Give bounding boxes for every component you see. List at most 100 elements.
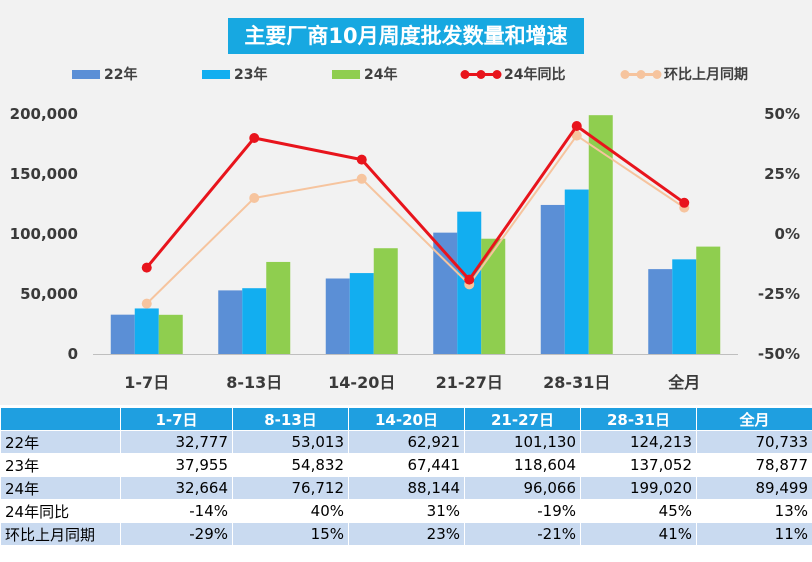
table-row: 23年 37,955 54,832 67,441 118,604 137,052 78,87… xyxy=(0,453,812,477)
bar-22年 xyxy=(540,204,565,354)
point-环比上月同期 xyxy=(571,130,582,141)
legend-marker-24年同比 xyxy=(476,70,486,79)
y-left-tick-label: 200,000 xyxy=(10,105,78,123)
table-row-label: 22年 xyxy=(0,430,121,454)
table-cell: 32,777 xyxy=(120,430,233,454)
table-cell: 137,052 xyxy=(580,453,697,477)
y-right-tick-label: 25% xyxy=(764,165,800,183)
point-24年同比 xyxy=(356,154,367,165)
x-tick-label: 全月 xyxy=(667,373,700,392)
table-cell: -29% xyxy=(120,522,233,546)
bar-22年 xyxy=(218,290,243,354)
x-tick-label: 28-31日 xyxy=(543,373,610,392)
table-cell: 53,013 xyxy=(232,430,349,454)
legend-label: 22年 xyxy=(104,66,137,83)
y-right-tick-label: -50% xyxy=(758,345,800,363)
table-cell: 45% xyxy=(580,499,697,523)
table-cell: 41% xyxy=(580,522,697,546)
table-cell: 89,499 xyxy=(696,476,812,500)
legend-label: 环比上月同期 xyxy=(664,66,748,83)
table-cell: 32,664 xyxy=(120,476,233,500)
table-header-row: 1-7日 8-13日 14-20日 21-27日 28-31日 全月 xyxy=(0,407,812,431)
table-header-cell: 全月 xyxy=(696,407,812,431)
legend-swatch-24年 xyxy=(332,70,360,79)
legend-marker-环比上月同期 xyxy=(652,70,662,79)
table-corner-cell xyxy=(0,407,121,431)
bar-23年 xyxy=(672,259,697,354)
point-24年同比 xyxy=(249,133,260,143)
y-right-tick-label: -25% xyxy=(758,285,800,303)
table-cell: 76,712 xyxy=(232,476,349,500)
legend-label: 24年 xyxy=(364,66,397,83)
x-tick-label: 1-7日 xyxy=(124,373,169,392)
table-row-label: 24年同比 xyxy=(0,499,121,523)
x-tick-label: 21-27日 xyxy=(436,373,503,392)
legend-marker-24年同比 xyxy=(492,70,502,79)
table-cell: -21% xyxy=(464,522,581,546)
bar-23年 xyxy=(349,273,374,354)
table-row-label: 23年 xyxy=(0,453,121,477)
table-header-cell: 14-20日 xyxy=(348,407,465,431)
table-cell: 13% xyxy=(696,499,812,523)
table-cell: 118,604 xyxy=(464,453,581,477)
point-24年同比 xyxy=(141,262,152,273)
y-right-tick-label: 50% xyxy=(764,105,800,123)
table-cell: 11% xyxy=(696,522,812,546)
table-cell: 62,921 xyxy=(348,430,465,454)
point-24年同比 xyxy=(464,274,475,285)
table-cell: 101,130 xyxy=(464,430,581,454)
x-tick-label: 8-13日 xyxy=(226,373,282,392)
bar-24年 xyxy=(588,115,613,355)
point-环比上月同期 xyxy=(249,193,260,203)
legend-marker-24年同比 xyxy=(460,70,470,79)
y-left-tick-label: 150,000 xyxy=(10,165,78,183)
bar-22年 xyxy=(325,278,350,354)
table-row-label: 环比上月同期 xyxy=(0,522,121,546)
table-header-cell: 8-13日 xyxy=(232,407,349,431)
bar-22年 xyxy=(110,314,135,354)
table-cell: 70,733 xyxy=(696,430,812,454)
y-left-tick-label: 0 xyxy=(68,345,78,363)
bar-24年 xyxy=(266,261,291,354)
bar-24年 xyxy=(373,248,398,354)
table-cell: 54,832 xyxy=(232,453,349,477)
table-cell: 88,144 xyxy=(348,476,465,500)
x-tick-label: 14-20日 xyxy=(328,373,395,392)
table-header-cell: 21-27日 xyxy=(464,407,581,431)
table-row: 22年 32,777 53,013 62,921 101,130 124,213 70,73… xyxy=(0,430,812,454)
table-row: 24年同比 -14% 40% 31% -19% 45% 13% xyxy=(0,499,812,523)
point-环比上月同期 xyxy=(356,173,367,184)
table-cell: 96,066 xyxy=(464,476,581,500)
line-环比上月同期 xyxy=(146,134,685,305)
table-row: 24年 32,664 76,712 88,144 96,066 199,020 89,499 xyxy=(0,476,812,500)
table-cell: 31% xyxy=(348,499,465,523)
legend-label: 23年 xyxy=(234,66,267,83)
chart-canvas: 0 50,000 100,000 150,000 200,000 -50% -25% 0% 25… xyxy=(10,66,800,392)
table-header-cell: 28-31日 xyxy=(580,407,697,431)
legend-marker-环比上月同期 xyxy=(620,70,630,79)
point-24年同比 xyxy=(571,121,582,131)
bar-24年 xyxy=(696,246,721,354)
table-cell: 37,955 xyxy=(120,453,233,477)
legend-label: 24年同比 xyxy=(504,66,565,83)
point-24年同比 xyxy=(679,197,690,208)
table-cell: 40% xyxy=(232,499,349,523)
data-table: 1-7日 8-13日 14-20日 21-27日 28-31日 全月 22年 32,777 5… xyxy=(0,407,812,546)
bar-23年 xyxy=(564,189,589,354)
chart-area: 0 50,000 100,000 150,000 200,000 -50% -25% 0% 25… xyxy=(0,0,812,405)
line-24年同比 xyxy=(145,123,686,283)
table-cell: 78,877 xyxy=(696,453,812,477)
table-cell: 15% xyxy=(232,522,349,546)
table-cell: -19% xyxy=(464,499,581,523)
legend-marker-环比上月同期 xyxy=(636,70,646,79)
y-left-tick-label: 50,000 xyxy=(20,285,78,303)
table-cell: 124,213 xyxy=(580,430,697,454)
table-cell: 67,441 xyxy=(348,453,465,477)
table-header-cell: 1-7日 xyxy=(120,407,233,431)
table-row-label: 24年 xyxy=(0,476,121,500)
table-cell: 199,020 xyxy=(580,476,697,500)
bar-22年 xyxy=(648,269,673,354)
bar-23年 xyxy=(134,308,159,354)
table-row: 环比上月同期 -29% 15% 23% -21% 41% 11% xyxy=(0,522,812,546)
